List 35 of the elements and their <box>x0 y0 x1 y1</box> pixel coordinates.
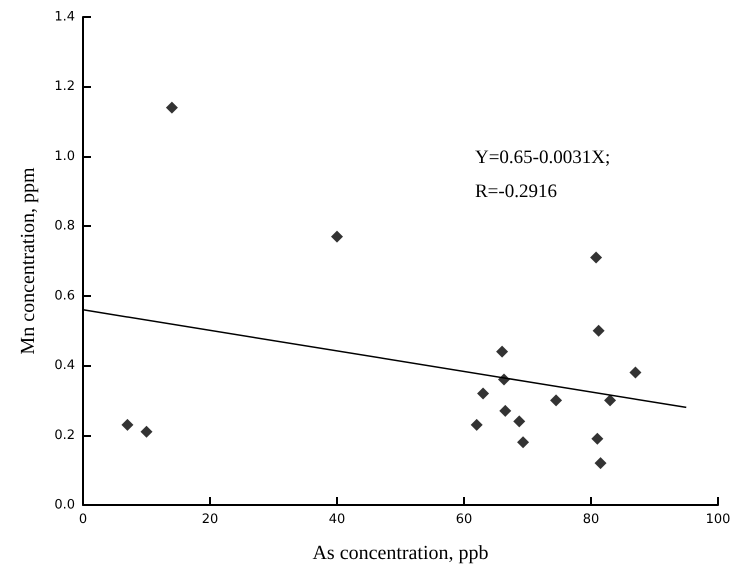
point <box>604 394 616 406</box>
y-axis-title: Mn concentration, ppm <box>17 166 39 355</box>
x-tick-label: 0 <box>78 512 88 527</box>
x-tick-label: 60 <box>456 512 472 527</box>
point <box>513 415 526 428</box>
x-tick-label: 80 <box>582 512 600 527</box>
x-tick-label: 20 <box>202 512 218 527</box>
annotation: Y=0.65-0.0031X; <box>475 147 610 168</box>
point <box>594 457 607 470</box>
x-axis-title: As concentration, ppb <box>312 542 489 564</box>
point <box>550 394 562 406</box>
annotation: R=-0.2916 <box>475 181 557 202</box>
y-tick-label: 0.4 <box>54 358 75 374</box>
point <box>496 346 508 358</box>
point <box>477 387 490 400</box>
y-tick-label: 0.6 <box>54 288 75 304</box>
point <box>517 436 530 448</box>
y-tick-label: 1.0 <box>54 148 75 164</box>
x-tick-label: 100 <box>706 512 730 527</box>
y-tick-label: 0.0 <box>54 498 75 512</box>
point <box>591 432 604 445</box>
point <box>592 324 605 337</box>
point <box>499 404 512 417</box>
x-tick-label: 40 <box>328 512 346 527</box>
y-tick-label: 1.2 <box>54 79 75 94</box>
y-tick-label: 0.8 <box>54 218 75 234</box>
point <box>331 230 343 243</box>
point <box>140 426 152 438</box>
y-tick-label: 0.2 <box>54 428 75 443</box>
y-tick-label: 1.4 <box>54 10 75 24</box>
point <box>121 418 134 431</box>
point <box>590 252 602 264</box>
point <box>470 418 483 431</box>
point <box>166 102 178 114</box>
point <box>629 366 642 379</box>
